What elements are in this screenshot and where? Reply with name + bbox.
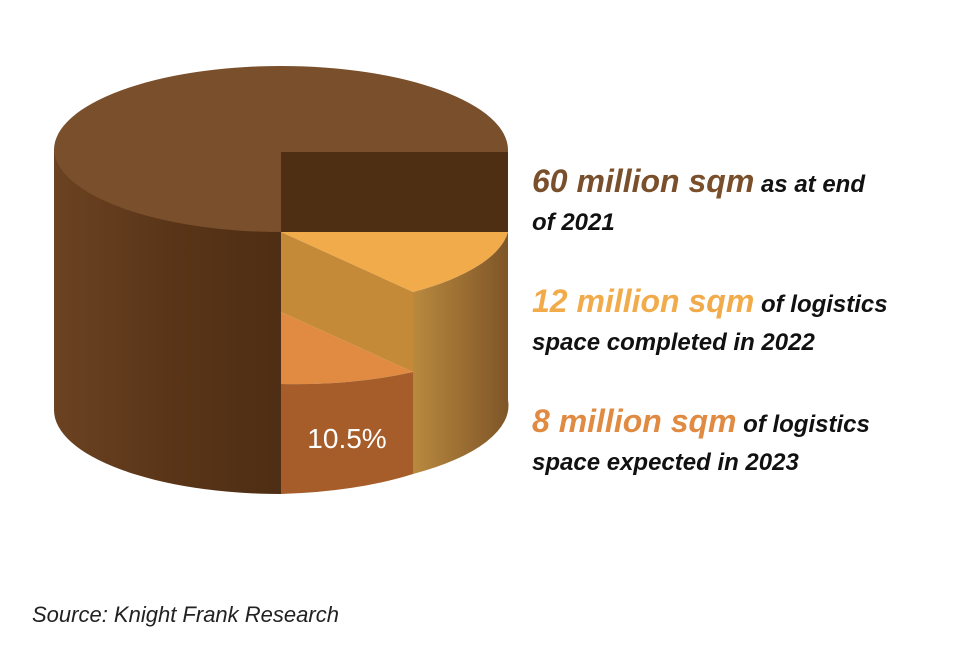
legend-item-8-million: 8 million sqm of logistics space expecte… [532, 402, 952, 482]
legend-item-12-million: 12 million sqm of logistics space comple… [532, 282, 952, 362]
slice-60-million-wall [281, 152, 508, 232]
legend-text: space completed in 2022 [532, 329, 815, 356]
slice-8-million-front [281, 372, 413, 494]
legend-text: of logistics [754, 291, 888, 318]
slice-60-million-top [54, 66, 508, 233]
source-note: Source: Knight Frank Research [32, 602, 339, 627]
legend-highlight: 12 million sqm [532, 283, 755, 319]
slice-12-million-face [281, 232, 413, 372]
pie-chart: 10.5% [54, 66, 509, 494]
legend-text: of logistics [736, 411, 870, 438]
legend-highlight: 60 million sqm [532, 163, 755, 199]
slice-8-million [281, 312, 413, 385]
legend-text: as at end [754, 171, 865, 198]
legend-item-60-million: 60 million sqm as at end of 2021 [532, 162, 952, 242]
slice-12-million [281, 232, 508, 292]
cylinder-side [54, 150, 281, 494]
legend-text: space expected in 2023 [532, 449, 799, 476]
legend-highlight: 8 million sqm [532, 403, 737, 439]
slice-12-million-side [413, 232, 509, 474]
data-label-10-5: 10.5% [307, 423, 386, 454]
legend-text: of 2021 [532, 209, 615, 236]
